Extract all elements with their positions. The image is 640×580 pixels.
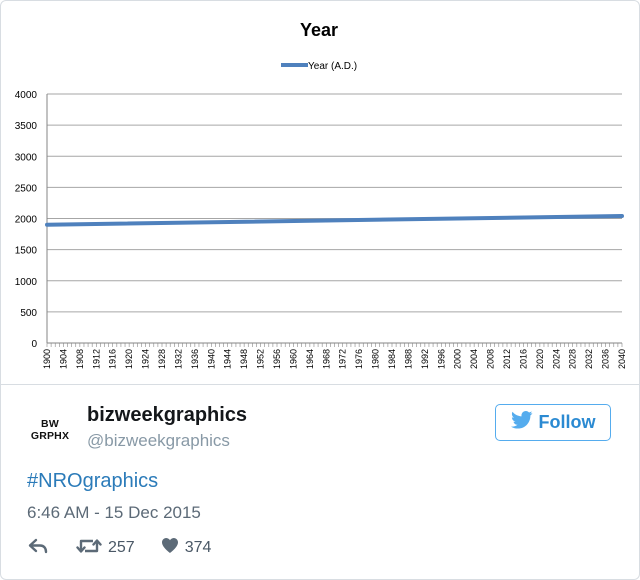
- tweet-timestamp[interactable]: 6:46 AM - 15 Dec 2015: [27, 503, 201, 522]
- series-line: [45, 214, 624, 227]
- avatar-text-line-1: BW: [41, 418, 59, 430]
- x-tick-label: 1908: [75, 349, 85, 369]
- x-tick-label: 2036: [601, 349, 611, 369]
- y-tick-label: 4000: [15, 90, 38, 101]
- x-tick-label: 1932: [173, 349, 183, 369]
- x-tick-label: 2040: [617, 349, 627, 369]
- x-tick-label: 1964: [305, 349, 315, 369]
- x-tick-label: 1944: [223, 349, 233, 369]
- avatar[interactable]: BW GRPHX: [27, 407, 73, 453]
- y-tick-label: 3000: [15, 152, 38, 163]
- x-tick-label: 2028: [568, 349, 578, 369]
- year-line-chart: Year Year (A.D.) 0 500 1000 1500 2000 2500 300…: [15, 20, 627, 369]
- x-tick-label: 2008: [486, 349, 496, 369]
- x-tick-label: 2020: [535, 349, 545, 369]
- chart-title: Year: [300, 20, 338, 40]
- x-tick-label: 2016: [518, 349, 528, 369]
- x-tick-label: 2000: [453, 349, 463, 369]
- x-tick-label: 1900: [42, 349, 52, 369]
- legend-label: Year (A.D.): [308, 61, 357, 72]
- x-tick-label: 1912: [91, 349, 101, 369]
- like-count: 374: [184, 539, 212, 556]
- like-button[interactable]: 374: [161, 537, 212, 559]
- x-tick-label: 1956: [272, 349, 282, 369]
- x-tick-label: 1992: [420, 349, 430, 369]
- retweet-icon: [76, 537, 102, 560]
- x-tick-label: 1984: [387, 349, 397, 369]
- x-tick-label: 1988: [403, 349, 413, 369]
- retweet-button[interactable]: 257: [76, 537, 135, 560]
- x-tick-label: 1976: [354, 349, 364, 369]
- x-tick-label: 1928: [157, 349, 167, 369]
- x-tick-label: 1924: [141, 349, 151, 369]
- divider: [1, 384, 639, 385]
- twitter-bird-icon: [510, 411, 533, 434]
- follow-button[interactable]: Follow: [495, 404, 611, 441]
- x-tick-label: 1996: [436, 349, 446, 369]
- reply-icon: [27, 537, 49, 560]
- y-tick-label: 1500: [15, 246, 38, 257]
- x-tick-label: 1920: [124, 349, 134, 369]
- chart-area: Year Year (A.D.) 0 500 1000 1500 2000 2500 300…: [1, 1, 639, 384]
- user-handle[interactable]: @bizweekgraphics: [87, 431, 230, 450]
- x-tick-label: 1948: [239, 349, 249, 369]
- x-tick-label: 1952: [256, 349, 266, 369]
- x-tick-label: 2012: [502, 349, 512, 369]
- heart-icon: [161, 537, 179, 559]
- y-tick-label: 3500: [15, 121, 38, 132]
- x-tick-label: 2032: [584, 349, 594, 369]
- x-tick-label: 1960: [288, 349, 298, 369]
- y-tick-label: 2000: [15, 215, 38, 226]
- chart-legend: Year (A.D.): [281, 61, 357, 72]
- x-tick-label: 1936: [190, 349, 200, 369]
- plot-area: 0 500 1000 1500 2000 2500 3000 3500 4000 1900 1904…: [15, 90, 627, 369]
- x-tick-label: 2024: [551, 349, 561, 369]
- tweet-actions: 257 374: [27, 537, 211, 559]
- follow-button-label: Follow: [538, 412, 596, 432]
- y-tick-label: 0: [31, 339, 37, 350]
- hashtag-link[interactable]: #NROgraphics: [27, 470, 159, 492]
- x-tick-label: 2004: [469, 349, 479, 369]
- reply-button[interactable]: [27, 537, 49, 560]
- x-tick-label: 1980: [371, 349, 381, 369]
- x-tick-label: 1968: [321, 349, 331, 369]
- y-tick-label: 500: [20, 308, 37, 319]
- x-tick-label: 1940: [206, 349, 216, 369]
- y-tick-label: 2500: [15, 183, 38, 194]
- y-tick-label: 1000: [15, 277, 38, 288]
- x-tick-label: 1904: [58, 349, 68, 369]
- retweet-count: 257: [108, 539, 135, 556]
- display-name[interactable]: bizweekgraphics: [87, 404, 248, 426]
- x-tick-label: 1972: [338, 349, 348, 369]
- avatar-text-line-2: GRPHX: [30, 430, 70, 442]
- x-tick-label: 1916: [108, 349, 118, 369]
